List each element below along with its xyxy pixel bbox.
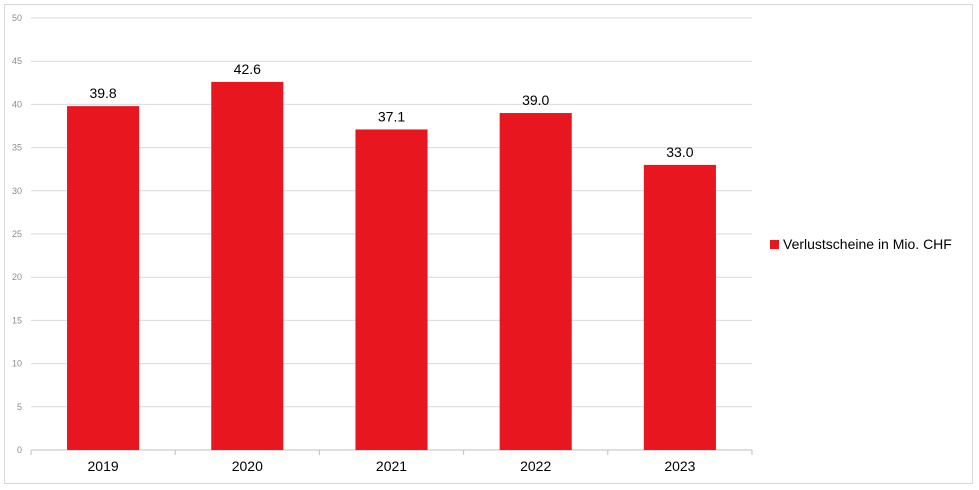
y-tick-label: 15 (12, 315, 22, 325)
y-tick-label: 10 (12, 359, 22, 369)
y-tick-label: 45 (12, 56, 22, 66)
y-tick-label: 40 (12, 99, 22, 109)
x-tick-label: 2019 (88, 458, 119, 474)
bar (67, 106, 140, 451)
y-tick-label: 30 (12, 186, 22, 196)
bar (643, 164, 716, 450)
bar (211, 81, 284, 450)
x-tick-label: 2023 (664, 458, 695, 474)
data-label: 33.0 (666, 144, 693, 160)
bar (355, 129, 428, 450)
y-tick-label: 20 (12, 272, 22, 282)
data-label: 37.1 (378, 108, 405, 124)
x-tick-label: 2021 (376, 458, 407, 474)
bar (499, 113, 572, 450)
x-tick-label: 2022 (520, 458, 551, 474)
data-label: 42.6 (234, 61, 261, 77)
chart-frame (4, 4, 973, 484)
data-label: 39.8 (89, 85, 116, 101)
y-tick-label: 35 (12, 143, 22, 153)
y-tick-label: 0 (17, 445, 22, 455)
data-label: 39.0 (522, 92, 549, 108)
y-tick-label: 25 (12, 229, 22, 239)
legend: Verlustscheine in Mio. CHF (770, 236, 952, 252)
y-tick-label: 5 (17, 402, 22, 412)
x-tick-label: 2020 (232, 458, 263, 474)
legend-swatch (770, 239, 779, 249)
y-tick-label: 50 (12, 13, 22, 23)
legend-label: Verlustscheine in Mio. CHF (783, 236, 952, 252)
